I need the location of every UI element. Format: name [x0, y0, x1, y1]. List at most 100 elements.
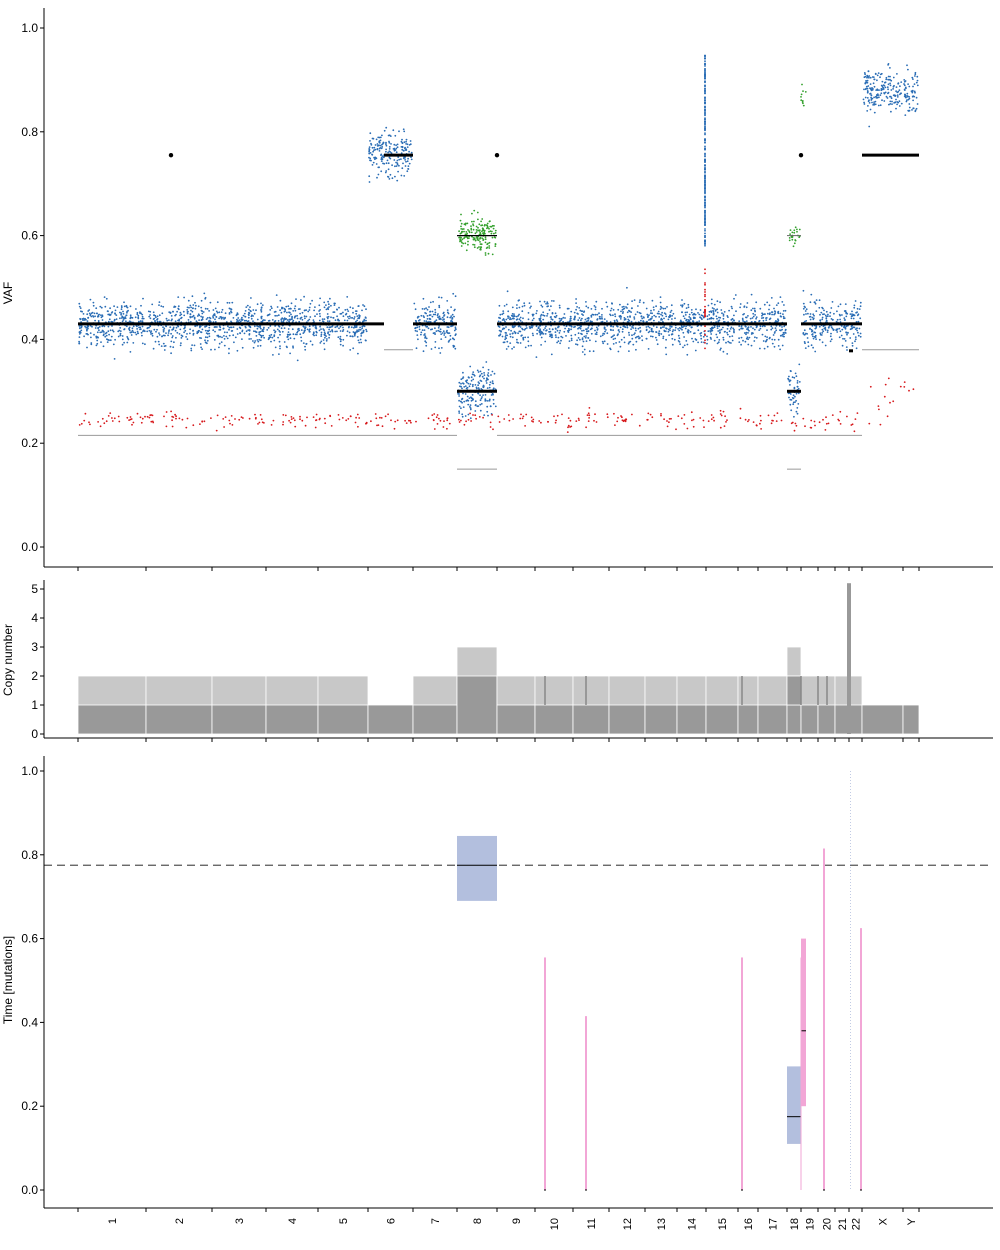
clonal-point [583, 353, 586, 356]
clonal-point [471, 394, 474, 396]
subclonal-point [760, 428, 762, 430]
clonal-point [421, 308, 424, 310]
clonal-point [612, 343, 615, 345]
clonal-point [750, 309, 753, 312]
clonal-point [168, 319, 170, 321]
clonal-point [779, 348, 781, 351]
clonal-point [391, 164, 393, 167]
clonal-point [699, 316, 701, 318]
clonal-point [762, 340, 765, 342]
chr-label: 4 [287, 1218, 299, 1224]
time-ytick-label: 0.4 [21, 1015, 38, 1029]
clonal-point [244, 310, 247, 312]
clonal-point [450, 319, 453, 322]
clonal-point [540, 344, 542, 346]
clonal-point [252, 315, 255, 317]
clonal-point [854, 340, 856, 343]
clonal-point [471, 399, 474, 401]
clonal-point [905, 87, 907, 90]
clonal-point [704, 161, 706, 163]
clonal-point [851, 313, 853, 315]
clonal-point [512, 326, 514, 329]
clonal-point [263, 326, 265, 329]
clonal-point [204, 296, 207, 299]
gain-point [789, 229, 792, 232]
clonal-point [557, 336, 560, 339]
clonal-point [151, 334, 154, 337]
clonal-point [812, 313, 815, 316]
clonal-point [432, 300, 434, 303]
clonal-point [322, 328, 325, 330]
clonal-point [84, 317, 86, 320]
clonal-point [839, 303, 842, 306]
clonal-point [755, 316, 758, 318]
clonal-point [521, 305, 524, 308]
clonal-point [293, 337, 296, 340]
clonal-point [716, 336, 719, 339]
clonal-point [395, 147, 398, 150]
clonal-point [342, 326, 344, 329]
clonal-point [684, 311, 687, 314]
clonal-point [660, 317, 663, 320]
clonal-point [393, 143, 396, 146]
clonal-point [343, 319, 346, 322]
subclonal-point [439, 419, 442, 422]
clonal-point [355, 331, 358, 333]
clonal-point [328, 328, 330, 331]
gain-point [793, 229, 796, 232]
clonal-point [523, 304, 526, 307]
gain-point [464, 222, 467, 225]
gain-point [477, 218, 479, 221]
clonal-point [461, 413, 464, 416]
clonal-point [865, 79, 867, 82]
clonal-point [789, 398, 792, 401]
clonal-point [150, 333, 152, 335]
clonal-point [717, 341, 720, 344]
clonal-point [546, 302, 549, 305]
clonal-point [280, 320, 283, 322]
clonal-point [480, 397, 483, 400]
gain-point [488, 241, 491, 244]
clonal-point [768, 308, 770, 311]
clonal-point [581, 310, 584, 313]
vaf-ytick-label: 1.0 [21, 21, 38, 35]
clonal-point [438, 325, 440, 327]
clonal-point [698, 313, 701, 316]
clonal-point [395, 151, 398, 154]
clonal-point [461, 401, 463, 404]
clonal-point [304, 348, 307, 351]
gain-point [460, 225, 462, 228]
clonal-point [135, 324, 138, 327]
clonal-point [769, 317, 772, 320]
clonal-point [511, 313, 514, 315]
cn-minor-bar [77, 704, 147, 735]
clonal-point [437, 316, 439, 319]
clonal-point [621, 306, 624, 308]
subclonal-point [101, 417, 104, 420]
clonal-point [733, 328, 735, 331]
clonal-point [483, 414, 486, 416]
clonal-point [771, 313, 773, 316]
clonal-point [237, 317, 240, 319]
clonal-point [481, 396, 483, 398]
clonal-point [471, 397, 473, 400]
gain-point [494, 232, 497, 234]
clonal-point [747, 328, 749, 331]
clonal-point [474, 384, 477, 386]
gain-point [460, 213, 462, 216]
clonal-point [579, 338, 581, 341]
clonal-point [883, 92, 886, 95]
clonal-point [719, 329, 721, 332]
clonal-point [202, 316, 204, 318]
clonal-point [344, 309, 347, 311]
clonal-point [706, 342, 708, 345]
clonal-point [819, 332, 822, 335]
subclonal-point [396, 419, 399, 422]
subclonal-point [460, 419, 462, 422]
clonal-point [704, 87, 706, 90]
clonal-point [859, 305, 862, 308]
gain-point [491, 236, 494, 239]
clonal-point [560, 317, 563, 320]
clonal-point [883, 84, 886, 87]
clonal-point [368, 175, 371, 178]
